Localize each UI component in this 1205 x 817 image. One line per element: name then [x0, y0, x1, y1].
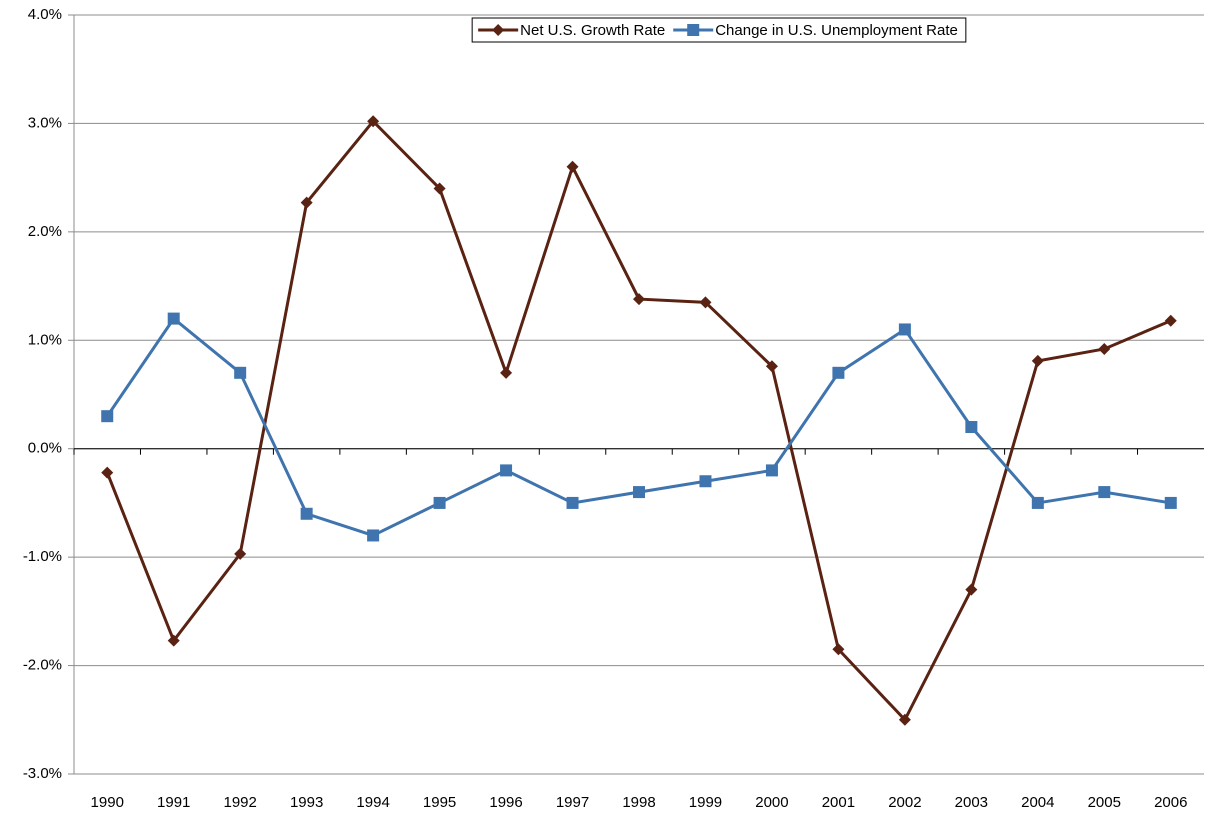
point: [1031, 354, 1044, 367]
point: [433, 496, 446, 509]
point: [1098, 486, 1111, 499]
point: [699, 296, 712, 309]
legend-label: Net U.S. Growth Rate: [520, 22, 665, 39]
y-tick-label: -1.0%: [23, 548, 62, 565]
series-line: [105, 316, 1172, 538]
y-tick-label: 3.0%: [28, 114, 62, 131]
point: [433, 182, 446, 195]
point: [167, 312, 180, 325]
point: [566, 496, 579, 509]
x-tick-label: 2005: [1088, 794, 1121, 811]
x-tick-label: 2006: [1154, 794, 1187, 811]
y-tick-label: 1.0%: [28, 331, 62, 348]
y-tick-label: 4.0%: [28, 6, 62, 23]
point: [492, 24, 505, 36]
y-tick-label: -3.0%: [23, 765, 62, 782]
point: [500, 366, 513, 379]
point: [633, 486, 645, 499]
x-tick-label: 2001: [822, 794, 855, 811]
x-tick-label: 1998: [622, 794, 655, 811]
point: [832, 366, 845, 379]
legend: Net U.S. Growth Rate Change in U.S. Unemp…: [471, 17, 967, 43]
point: [1164, 496, 1177, 509]
x-tick-label: 2004: [1021, 794, 1054, 811]
legend-label: Change in U.S. Unemployment Rate: [715, 22, 958, 39]
point: [167, 634, 180, 647]
point: [500, 464, 513, 477]
series-line: [105, 119, 1172, 723]
point: [765, 360, 778, 373]
point: [101, 410, 114, 423]
x-tick-label: 1993: [290, 794, 323, 811]
x-tick-label: 1995: [423, 794, 456, 811]
point: [832, 643, 845, 656]
point: [965, 421, 978, 434]
y-tick-label: 2.0%: [28, 223, 62, 240]
point: [699, 475, 712, 488]
y-tick-label: 0.0%: [28, 440, 62, 457]
point: [898, 323, 911, 336]
y-tick-label: -2.0%: [23, 657, 62, 674]
x-tick-label: 1990: [91, 794, 124, 811]
point: [687, 24, 700, 36]
point: [367, 115, 380, 128]
x-tick-label: 1992: [223, 794, 256, 811]
point: [1031, 496, 1044, 509]
point: [633, 293, 645, 306]
x-tick-label: 1994: [356, 794, 389, 811]
legend-box: [471, 17, 967, 43]
point: [1164, 314, 1177, 327]
x-tick-label: 2003: [955, 794, 988, 811]
point: [1098, 342, 1111, 355]
x-tick-label: 2002: [888, 794, 921, 811]
x-tick-label: 1999: [689, 794, 722, 811]
x-tick-label: 2000: [755, 794, 788, 811]
point: [367, 529, 380, 542]
point: [234, 547, 247, 560]
point: [300, 507, 313, 520]
point: [898, 713, 911, 726]
x-tick-label: 1991: [157, 794, 190, 811]
point: [566, 160, 579, 173]
x-tick-label: 1996: [489, 794, 522, 811]
point: [234, 366, 247, 379]
point: [965, 583, 978, 596]
point: [765, 464, 778, 477]
point: [300, 196, 313, 209]
point: [101, 466, 114, 479]
x-tick-label: 1997: [556, 794, 589, 811]
